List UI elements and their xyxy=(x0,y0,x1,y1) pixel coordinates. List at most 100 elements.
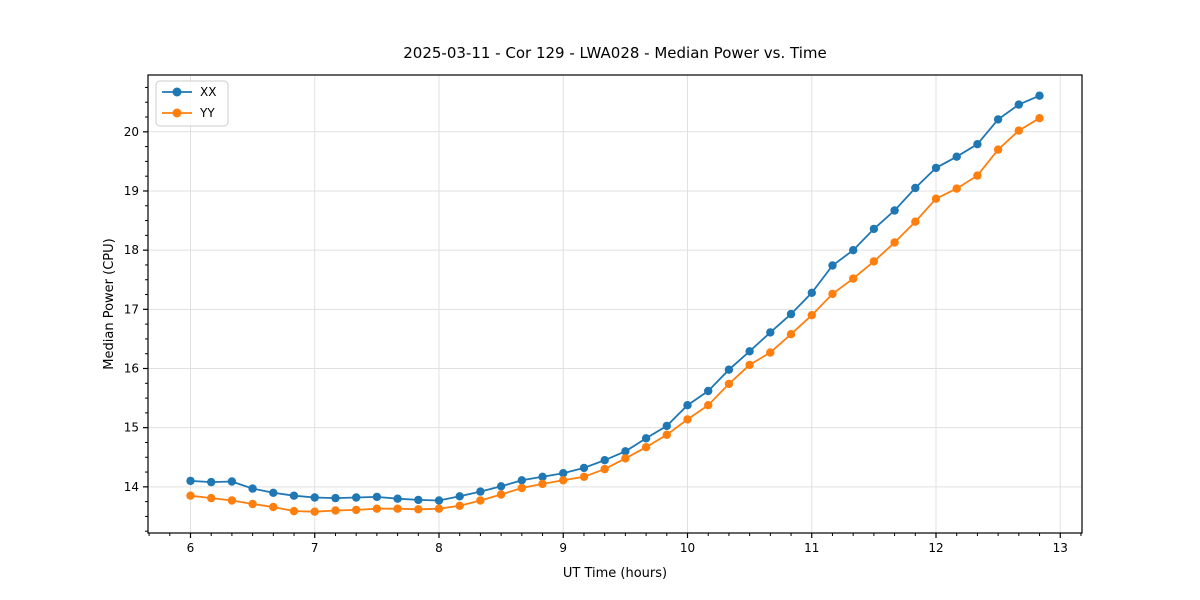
data-point xyxy=(621,454,630,463)
data-point xyxy=(186,476,195,486)
data-point xyxy=(1035,114,1044,123)
data-point xyxy=(1014,100,1023,109)
data-point xyxy=(517,483,526,493)
data-point xyxy=(248,499,257,509)
data-point xyxy=(890,238,899,247)
data-point xyxy=(807,311,816,320)
data-point xyxy=(1035,91,1044,100)
y-tick-label: 19 xyxy=(124,184,139,198)
data-point xyxy=(828,289,837,299)
data-point xyxy=(248,484,257,493)
grid-lines xyxy=(148,75,1082,533)
data-point xyxy=(849,274,858,283)
data-point xyxy=(289,491,299,500)
data-point xyxy=(952,184,961,193)
x-tick-label: 10 xyxy=(680,541,695,555)
data-point xyxy=(641,434,651,443)
data-point xyxy=(911,183,920,193)
data-point xyxy=(352,505,361,515)
data-point xyxy=(227,477,237,486)
data-point xyxy=(931,194,941,203)
data-point xyxy=(434,496,444,505)
data-point xyxy=(496,490,506,499)
series-line xyxy=(190,94,1040,502)
data-point xyxy=(931,163,941,173)
data-point xyxy=(227,496,237,505)
x-tick-label: 12 xyxy=(928,541,943,555)
y-tick-label: 14 xyxy=(124,480,139,494)
data-point xyxy=(890,206,899,215)
data-point xyxy=(186,491,195,500)
x-tick-label: 8 xyxy=(435,541,443,555)
legend-marker-icon xyxy=(172,108,182,118)
legend-label: YY xyxy=(199,106,215,120)
data-point xyxy=(579,472,589,481)
data-point xyxy=(724,365,734,374)
data-point xyxy=(683,401,692,410)
data-point xyxy=(372,492,382,502)
data-point xyxy=(289,506,299,516)
data-point xyxy=(207,493,216,503)
y-tick-label: 16 xyxy=(124,361,139,375)
chart-generated: 6 7 8 9 10 11 12 13 14 15 16 17 18 19 20 XX YY xyxy=(124,74,1083,555)
data-point xyxy=(455,501,464,510)
x-tick-label: 9 xyxy=(559,541,567,555)
data-point xyxy=(310,493,319,502)
data-point xyxy=(207,477,216,487)
data-point xyxy=(476,487,485,496)
data-point xyxy=(414,495,423,505)
legend-marker-icon xyxy=(172,87,182,97)
data-point xyxy=(538,472,547,481)
data-point xyxy=(973,140,982,149)
x-tick-label: 7 xyxy=(311,541,319,555)
data-point xyxy=(579,463,589,473)
data-point xyxy=(600,464,609,474)
data-point xyxy=(869,257,879,266)
data-point xyxy=(911,217,920,226)
data-point xyxy=(393,504,402,513)
data-point xyxy=(704,401,713,410)
data-point xyxy=(559,469,568,478)
data-point xyxy=(517,476,526,485)
data-point xyxy=(393,494,402,503)
data-point xyxy=(269,488,278,497)
y-tick-label: 20 xyxy=(124,125,139,139)
data-point xyxy=(786,309,796,319)
legend-box xyxy=(155,80,229,127)
data-point xyxy=(269,502,278,512)
series-YY xyxy=(186,114,1044,516)
data-point xyxy=(993,145,1003,154)
data-point xyxy=(849,246,858,255)
x-tick-label: 6 xyxy=(187,541,195,555)
data-point xyxy=(683,415,692,424)
data-point xyxy=(455,492,464,501)
data-point xyxy=(952,152,961,161)
series-line xyxy=(190,117,1040,513)
y-tick-label: 17 xyxy=(124,302,139,316)
data-point xyxy=(807,288,816,297)
x-axis-label: UT Time (hours) xyxy=(563,566,667,581)
data-point xyxy=(745,360,754,370)
data-point xyxy=(538,479,547,489)
data-point xyxy=(786,330,796,339)
data-point xyxy=(559,476,568,485)
series-XX xyxy=(186,91,1044,505)
axes-ticks: 6 7 8 9 10 11 12 13 14 15 16 17 18 19 20 xyxy=(124,86,1082,555)
data-point xyxy=(641,443,651,452)
data-point xyxy=(1014,126,1023,135)
data-point xyxy=(766,328,775,337)
data-point xyxy=(310,507,319,516)
x-tick-label: 13 xyxy=(1053,541,1068,555)
data-point xyxy=(828,261,837,270)
data-point xyxy=(496,482,506,491)
data-point xyxy=(476,496,485,505)
data-point xyxy=(745,347,754,356)
data-point xyxy=(869,224,879,234)
data-point xyxy=(662,421,671,431)
data-point xyxy=(724,379,734,389)
data-point xyxy=(993,115,1003,124)
legend: XX YY xyxy=(155,80,229,127)
x-tick-label: 11 xyxy=(804,541,819,555)
